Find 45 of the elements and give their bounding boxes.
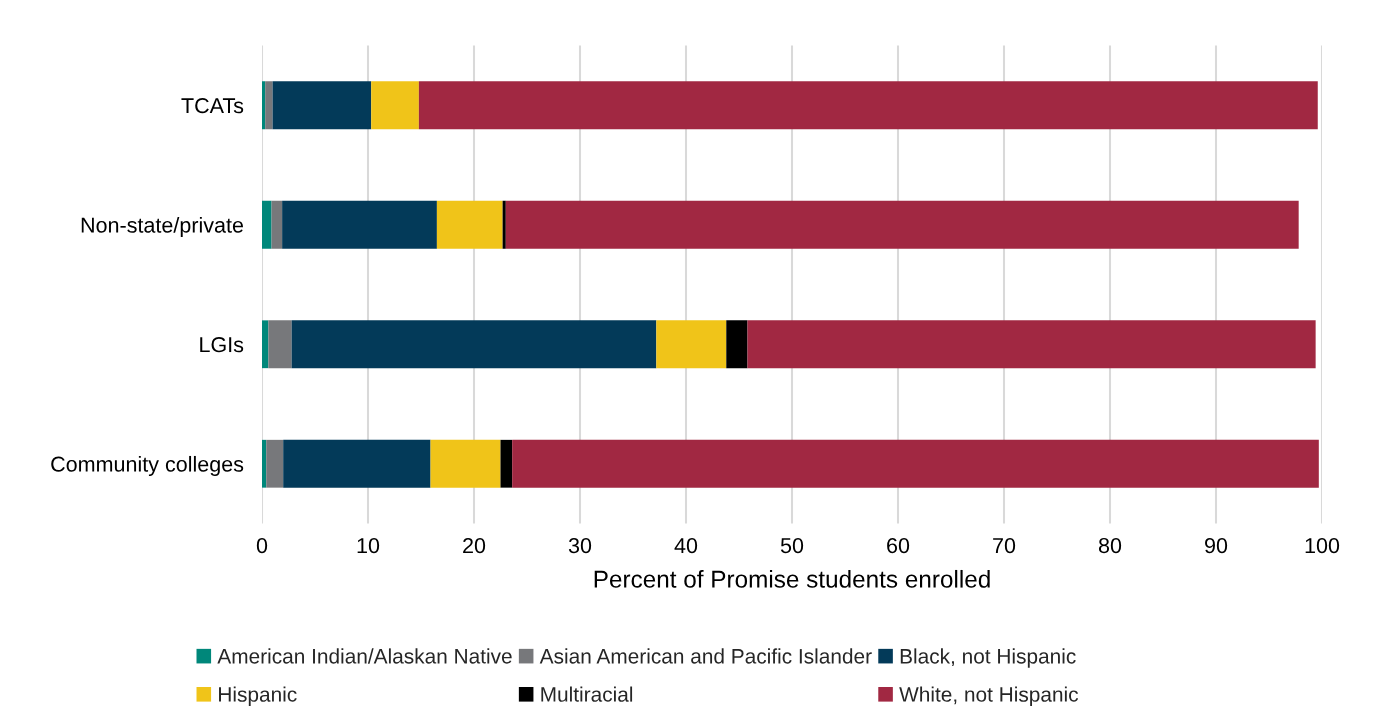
y-tick-label: TCATs <box>181 98 244 114</box>
bar <box>268 320 292 369</box>
bar <box>747 320 1316 369</box>
x-tick-label: 20 <box>463 537 486 554</box>
bar <box>282 200 437 249</box>
x-tick-label: 30 <box>568 537 592 554</box>
x-tick-label: 100 <box>1305 537 1340 554</box>
bar <box>265 81 273 130</box>
bar <box>502 200 506 249</box>
bar <box>505 200 1299 249</box>
bar <box>430 439 501 488</box>
x-tick-label: 50 <box>780 537 804 554</box>
x-tick-label: 90 <box>1205 537 1228 554</box>
bar <box>512 439 1319 488</box>
legend-label: American Indian/Alaskan Native <box>217 648 512 664</box>
x-tick-label: 80 <box>1098 537 1122 554</box>
legend-label: Multiracial <box>541 686 633 702</box>
y-tick-label: LGIs <box>200 337 244 353</box>
x-axis-title: Percent of Promise students enrolled <box>594 569 990 588</box>
y-tick-label: Non-state/private <box>81 216 243 238</box>
bar <box>436 200 503 249</box>
bar <box>283 439 431 488</box>
legend-label: White, not Hispanic <box>899 686 1079 706</box>
bar <box>418 81 1318 130</box>
bar <box>262 200 272 249</box>
bar <box>726 320 748 369</box>
x-tick-label: 60 <box>887 537 910 554</box>
bar <box>371 81 419 130</box>
x-tick-label: 10 <box>357 537 380 554</box>
bar <box>271 200 283 249</box>
legend-label: Hispanic <box>219 686 297 706</box>
x-tick-label: 70 <box>993 537 1016 554</box>
bar <box>262 81 266 130</box>
y-tick-label: Community colleges <box>51 455 244 477</box>
legend-label: Asian American and Pacific Islander <box>539 648 872 664</box>
x-tick-label: 40 <box>674 537 698 554</box>
bar <box>262 439 267 488</box>
bar <box>656 320 727 369</box>
bar <box>272 81 372 130</box>
bar <box>291 320 657 369</box>
x-tick-label: 0 <box>256 537 268 554</box>
bar <box>500 439 513 488</box>
bar <box>262 320 269 369</box>
bar <box>266 439 284 488</box>
legend-label: Black, not Hispanic <box>900 648 1076 668</box>
